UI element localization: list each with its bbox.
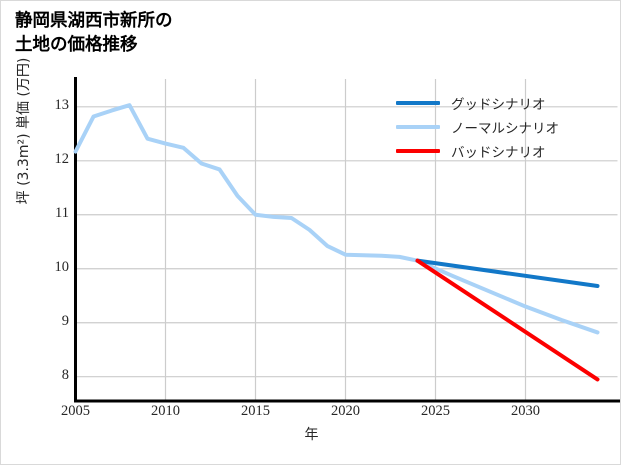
x-axis-label: 年 [304, 427, 319, 443]
chart-legend: グッドシナリオ ノーマルシナリオ バッドシナリオ [396, 91, 618, 163]
y-axis-label: 坪 (3.3m²) 単価 (万円) [16, 57, 32, 205]
y-tick-11: 11 [55, 204, 69, 221]
y-tick-9: 9 [61, 312, 69, 329]
axis-spines [74, 77, 620, 403]
series-バッドシナリオ [415, 258, 600, 382]
legend-item-1[interactable]: ノーマルシナリオ [396, 115, 618, 139]
series-グッドシナリオ [415, 258, 600, 289]
y-tick-12: 12 [54, 150, 70, 167]
legend-swatch-icon-bad [396, 149, 440, 153]
series-lines [73, 103, 600, 382]
legend-label: バッドシナリオ [451, 145, 546, 161]
legend-item-0[interactable]: グッドシナリオ [396, 91, 618, 115]
x-tick-2020: 2020 [331, 403, 360, 419]
x-tick-2025: 2025 [421, 403, 450, 419]
y-tick-10: 10 [54, 258, 70, 275]
y-tick-labels: 8 9 10 11 12 13 [1, 1, 70, 464]
series-ノーマルシナリオ [73, 103, 600, 335]
legend-label: ノーマルシナリオ [451, 121, 559, 137]
legend-item-2[interactable]: バッドシナリオ [396, 139, 618, 163]
legend-label: グッドシナリオ [451, 97, 546, 113]
legend-swatch-icon-good [396, 101, 440, 105]
x-tick-2015: 2015 [241, 403, 270, 419]
y-tick-13: 13 [54, 96, 70, 113]
page-title: 静岡県湖西市新所の 土地の価格推移 [15, 11, 173, 56]
legend-swatch-icon-normal [396, 125, 440, 129]
y-tick-8: 8 [61, 366, 69, 383]
x-tick-2010: 2010 [151, 403, 180, 419]
x-tick-2030: 2030 [511, 403, 540, 419]
x-tick-2005: 2005 [61, 403, 90, 419]
